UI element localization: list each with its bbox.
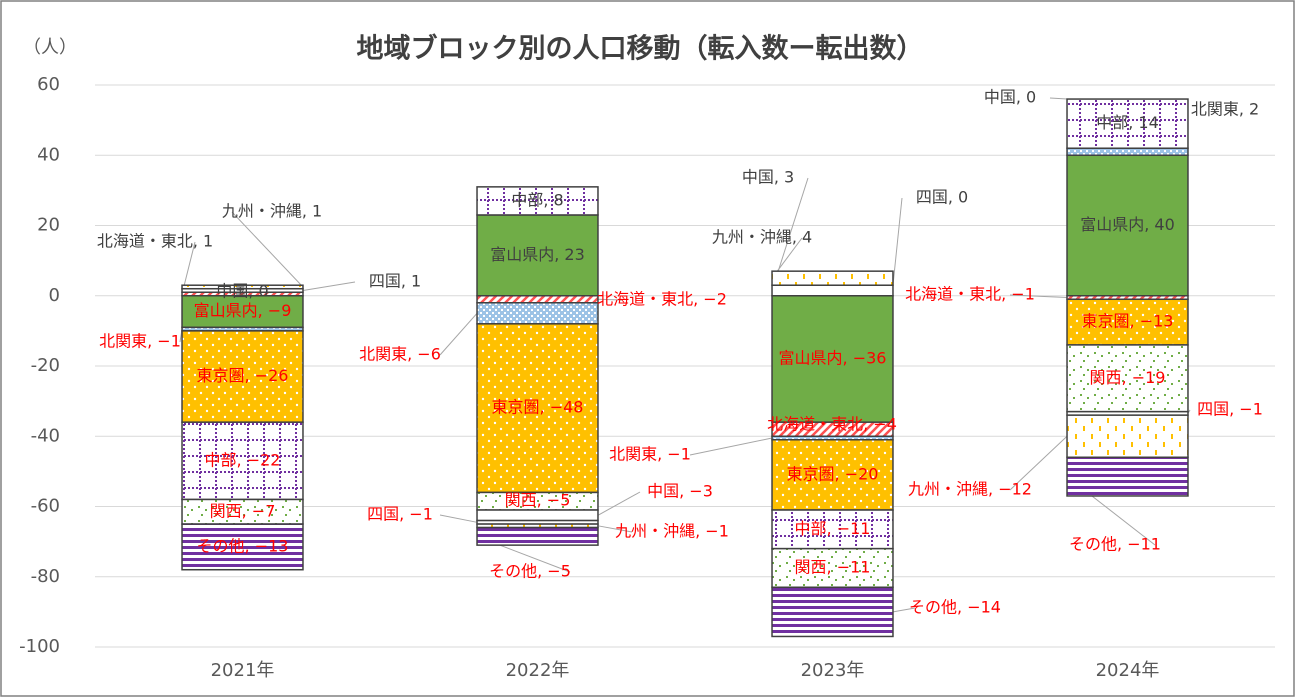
data-label: 北海道・東北, −2 — [597, 290, 727, 309]
data-label: 東京圏, −48 — [492, 398, 584, 417]
data-label: 関西, −7 — [210, 501, 276, 520]
y-tick-label: -60 — [31, 496, 60, 517]
bar-segment — [476, 526, 599, 546]
data-label: 九州・沖縄, −1 — [615, 522, 729, 541]
bar-segment — [1066, 154, 1189, 297]
y-tick-label: -20 — [31, 355, 60, 376]
bar-segment — [476, 509, 599, 522]
leader-line — [439, 514, 478, 523]
y-tick-label: -40 — [31, 425, 60, 446]
bar-segment — [181, 523, 304, 571]
data-label: 関西, −11 — [795, 557, 871, 576]
leader-line — [892, 197, 903, 286]
data-label: 北関東, −1 — [609, 445, 691, 464]
x-tick-label: 2021年 — [211, 660, 275, 681]
bar-segment — [771, 295, 894, 423]
bar-segment — [1066, 98, 1189, 149]
leader-line — [439, 312, 478, 356]
y-tick-label: 60 — [37, 74, 60, 95]
leader-line — [231, 211, 304, 288]
data-label: 東京圏, −13 — [1082, 312, 1174, 331]
leader-line — [689, 437, 773, 456]
x-tick-label: 2022年 — [506, 660, 570, 681]
y-tick-label: 0 — [49, 285, 60, 306]
data-label: 九州・沖縄, 4 — [712, 228, 812, 247]
data-label: 東京圏, −26 — [197, 366, 289, 385]
data-label: 中国, 0 — [984, 88, 1036, 107]
data-label: 中国, −3 — [647, 482, 713, 501]
data-label: 九州・沖縄, 1 — [222, 202, 322, 221]
bar-segment — [181, 295, 304, 329]
data-label: 北関東, 2 — [1191, 100, 1259, 119]
data-label: 富山県内, 23 — [490, 245, 585, 264]
bar-segment — [771, 284, 894, 297]
data-label: その他, −14 — [909, 598, 1001, 617]
y-tick-label: -80 — [31, 566, 60, 587]
bar-segment — [1066, 456, 1189, 497]
bar-segment — [771, 439, 894, 511]
y-tick-label: 20 — [37, 215, 60, 236]
data-label: 北関東, −1 — [99, 332, 181, 351]
leader-line — [597, 298, 623, 301]
data-label: 中部, 8 — [511, 190, 563, 209]
bar-segment — [476, 323, 599, 494]
data-label: 四国, 1 — [369, 272, 421, 291]
data-label: 北海道・東北, −1 — [905, 285, 1035, 304]
data-label: 北海道・東北, 1 — [97, 232, 213, 251]
data-label: 東京圏, −20 — [787, 464, 879, 483]
data-label: 関西, −19 — [1090, 368, 1166, 387]
bar-segment — [476, 295, 599, 304]
bar-segment — [771, 270, 894, 286]
x-tick-label: 2023年 — [801, 660, 865, 681]
data-label: 富山県内, −9 — [194, 301, 292, 320]
bar-segment — [771, 586, 894, 638]
bar-segment — [181, 330, 304, 423]
bar-segment — [181, 498, 304, 525]
data-label: その他, −5 — [489, 562, 571, 581]
bar-segment — [771, 547, 894, 589]
leader-line — [597, 525, 633, 533]
bar-segment — [1066, 414, 1189, 459]
data-label: 北関東, −6 — [359, 345, 441, 364]
bar-segment — [476, 302, 599, 325]
leader-line — [1049, 97, 1068, 100]
y-tick-label: -100 — [19, 636, 60, 657]
data-label: 中部, −11 — [795, 519, 871, 538]
bar-segment — [181, 421, 304, 501]
data-label: 四国, −1 — [367, 505, 433, 524]
data-label: 中部, −22 — [205, 450, 281, 469]
y-axis-label: （人） — [23, 37, 77, 58]
bar-segment — [181, 284, 304, 290]
leader-line — [1009, 294, 1068, 299]
data-label: 中国, 3 — [742, 168, 794, 187]
data-label: その他, −11 — [1069, 535, 1161, 554]
data-label: 中国, 0 — [216, 282, 268, 301]
data-label: 四国, −1 — [1197, 400, 1263, 419]
leader-line — [892, 607, 916, 613]
bar-segment — [1066, 344, 1189, 413]
data-label: 中部, 14 — [1096, 113, 1159, 132]
leader-line — [1009, 435, 1068, 491]
bar-segment — [1066, 147, 1189, 157]
bar-segment — [476, 214, 599, 297]
y-tick-label: 40 — [37, 144, 60, 165]
data-label: 富山県内, −36 — [779, 348, 887, 367]
data-label: 富山県内, 40 — [1080, 215, 1175, 234]
data-label: その他, −13 — [197, 536, 289, 555]
data-label: 関西, −5 — [505, 491, 571, 510]
data-label: 四国, 0 — [916, 188, 968, 207]
leader-line — [302, 281, 356, 291]
chart-title: 地域ブロック別の人口移動（転入数ー転出数） — [357, 33, 924, 65]
leader-line — [597, 491, 641, 516]
data-label: 九州・沖縄, −12 — [908, 480, 1032, 499]
x-tick-label: 2024年 — [1096, 660, 1160, 681]
bar-segment — [476, 186, 599, 216]
data-label: 北海道・東北, −4 — [767, 415, 897, 434]
